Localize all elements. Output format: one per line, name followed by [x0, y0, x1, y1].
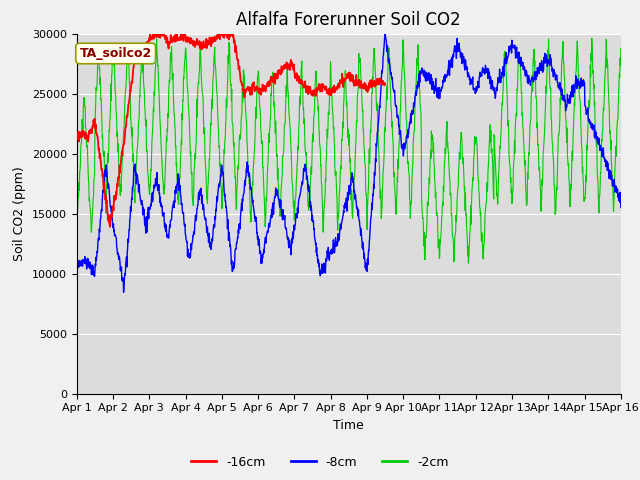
Y-axis label: Soil CO2 (ppm): Soil CO2 (ppm)	[13, 166, 26, 261]
-16cm	[115, 175, 123, 181]
-8cm	[115, 257, 123, 263]
-16cm	[137, 48, 145, 54]
-2cm	[383, 96, 390, 102]
-8cm	[138, 201, 145, 207]
-8cm	[381, 31, 389, 36]
-2cm	[465, 260, 472, 266]
-16cm	[304, 84, 312, 89]
-16cm	[73, 135, 81, 141]
X-axis label: Time: Time	[333, 419, 364, 432]
Line: -16cm: -16cm	[77, 30, 385, 227]
Legend: -16cm, -8cm, -2cm: -16cm, -8cm, -2cm	[186, 451, 454, 474]
-2cm	[325, 110, 333, 116]
-8cm	[325, 251, 333, 256]
-8cm	[383, 44, 391, 50]
-8cm	[617, 204, 625, 210]
-2cm	[115, 167, 123, 173]
-8cm	[304, 186, 312, 192]
-16cm	[325, 92, 333, 97]
-2cm	[137, 69, 145, 74]
Title: Alfalfa Forerunner Soil CO2: Alfalfa Forerunner Soil CO2	[237, 11, 461, 29]
-8cm	[120, 289, 127, 295]
Line: -8cm: -8cm	[77, 34, 621, 292]
Line: -2cm: -2cm	[77, 38, 621, 263]
-2cm	[73, 231, 81, 237]
-2cm	[304, 189, 312, 194]
-2cm	[588, 36, 596, 41]
Text: TA_soilco2: TA_soilco2	[79, 47, 152, 60]
-8cm	[73, 253, 81, 259]
-16cm	[315, 82, 323, 87]
-2cm	[617, 45, 625, 51]
-8cm	[316, 261, 323, 267]
-2cm	[315, 123, 323, 129]
